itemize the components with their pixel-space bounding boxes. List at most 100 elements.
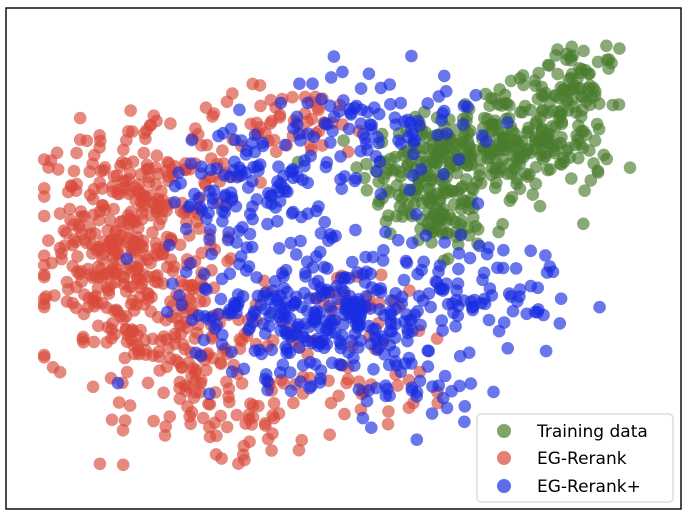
data-point-eg-rerank-plus	[182, 200, 196, 214]
data-point-eg-rerank-plus	[214, 292, 228, 306]
data-point-eg-rerank-plus	[303, 292, 316, 305]
data-point-training-data	[513, 182, 527, 196]
data-point-eg-rerank-plus	[301, 176, 315, 190]
data-point-eg-rerank-plus	[326, 124, 339, 138]
data-point-eg-rerank-plus	[369, 150, 383, 163]
data-point-training-data	[465, 158, 479, 171]
data-point-eg-rerank-plus	[464, 377, 478, 390]
data-point-eg-rerank	[223, 395, 236, 409]
data-point-training-data	[529, 79, 542, 93]
data-point-eg-rerank-plus	[411, 267, 425, 281]
data-point-eg-rerank-plus	[261, 196, 274, 209]
data-point-eg-rerank-plus	[301, 96, 315, 110]
data-point-eg-rerank	[375, 268, 388, 282]
data-point-eg-rerank	[159, 420, 172, 433]
data-point-training-data	[507, 163, 521, 176]
data-point-training-data	[565, 172, 578, 185]
data-point-eg-rerank-plus	[256, 136, 270, 150]
data-point-eg-rerank-plus	[431, 128, 444, 142]
data-point-eg-rerank-plus	[546, 265, 560, 279]
data-point-eg-rerank	[273, 108, 287, 122]
data-point-eg-rerank-plus	[422, 287, 436, 300]
data-point-eg-rerank-plus	[314, 364, 328, 377]
data-point-eg-rerank-plus	[337, 318, 350, 331]
data-point-eg-rerank	[87, 294, 101, 308]
data-point-eg-rerank-plus	[203, 387, 216, 401]
data-point-eg-rerank	[230, 408, 244, 422]
data-point-eg-rerank	[150, 149, 164, 162]
data-point-eg-rerank-plus	[364, 267, 377, 281]
data-point-eg-rerank-plus	[362, 67, 376, 80]
data-point-eg-rerank-plus	[284, 384, 298, 398]
data-point-eg-rerank-plus	[312, 200, 325, 213]
data-point-eg-rerank-plus	[352, 341, 365, 354]
data-point-training-data	[474, 177, 488, 190]
data-point-training-data	[578, 184, 591, 197]
data-point-eg-rerank	[338, 407, 351, 421]
data-point-eg-rerank	[131, 262, 145, 275]
data-point-eg-rerank-plus	[377, 244, 390, 257]
data-point-eg-rerank-plus	[539, 249, 552, 262]
data-point-eg-rerank-plus	[239, 148, 253, 161]
data-point-eg-rerank-plus	[458, 400, 472, 413]
plot-frame	[5, 7, 682, 510]
data-point-eg-rerank	[264, 93, 278, 107]
data-point-eg-rerank-plus	[279, 311, 293, 325]
data-point-training-data	[469, 220, 482, 233]
data-point-eg-rerank-plus	[230, 236, 243, 249]
data-point-eg-rerank	[174, 318, 188, 332]
data-point-eg-rerank-plus	[379, 379, 392, 393]
data-point-eg-rerank-plus	[250, 271, 263, 284]
data-point-eg-rerank	[203, 398, 217, 411]
data-point-training-data	[571, 133, 585, 146]
data-point-eg-rerank-plus	[243, 227, 257, 241]
data-point-training-data	[543, 59, 556, 72]
data-point-training-data	[468, 144, 482, 157]
data-point-eg-rerank-plus	[201, 313, 215, 326]
data-point-eg-rerank-plus	[365, 421, 378, 435]
data-point-eg-rerank-plus	[197, 267, 211, 281]
data-point-training-data	[600, 152, 613, 166]
data-point-eg-rerank-plus	[185, 133, 199, 147]
data-point-eg-rerank	[141, 376, 155, 390]
data-point-eg-rerank	[106, 185, 119, 198]
data-point-eg-rerank	[55, 252, 68, 266]
data-point-eg-rerank-plus	[437, 104, 451, 118]
data-point-eg-rerank	[179, 384, 193, 398]
data-point-eg-rerank-plus	[111, 376, 125, 390]
data-point-training-data	[443, 158, 457, 172]
data-point-eg-rerank	[195, 246, 209, 260]
data-point-eg-rerank-plus	[216, 215, 229, 228]
data-point-eg-rerank-plus	[318, 215, 332, 229]
data-point-eg-rerank-plus	[222, 226, 235, 239]
data-point-eg-rerank-plus	[246, 212, 259, 226]
data-point-training-data	[589, 85, 602, 98]
data-point-eg-rerank	[109, 266, 123, 280]
data-point-eg-rerank	[116, 424, 130, 437]
data-point-eg-rerank-plus	[198, 282, 212, 295]
data-point-eg-rerank	[130, 298, 143, 311]
data-point-eg-rerank-plus	[451, 277, 465, 291]
data-point-eg-rerank	[122, 184, 136, 197]
data-point-eg-rerank-plus	[163, 238, 176, 252]
data-point-training-data	[510, 172, 524, 186]
data-point-eg-rerank-plus	[215, 272, 229, 286]
data-point-eg-rerank-plus	[554, 292, 568, 306]
data-point-eg-rerank	[146, 332, 160, 346]
data-point-eg-rerank-plus	[419, 229, 433, 242]
data-point-eg-rerank-plus	[296, 359, 310, 372]
data-point-eg-rerank-plus	[347, 302, 360, 316]
data-point-eg-rerank-plus	[482, 313, 496, 327]
data-point-eg-rerank-plus	[203, 185, 216, 198]
data-point-eg-rerank	[214, 356, 227, 369]
data-point-eg-rerank-plus	[184, 157, 198, 170]
data-point-training-data	[540, 136, 554, 150]
data-point-eg-rerank-plus	[406, 236, 419, 250]
data-point-eg-rerank-plus	[471, 197, 485, 210]
data-point-eg-rerank-plus	[379, 225, 392, 239]
data-point-eg-rerank-plus	[355, 103, 368, 116]
data-point-training-data	[590, 117, 604, 131]
data-point-eg-rerank	[126, 155, 140, 168]
data-point-eg-rerank	[94, 134, 107, 148]
data-point-eg-rerank-plus	[492, 324, 506, 338]
